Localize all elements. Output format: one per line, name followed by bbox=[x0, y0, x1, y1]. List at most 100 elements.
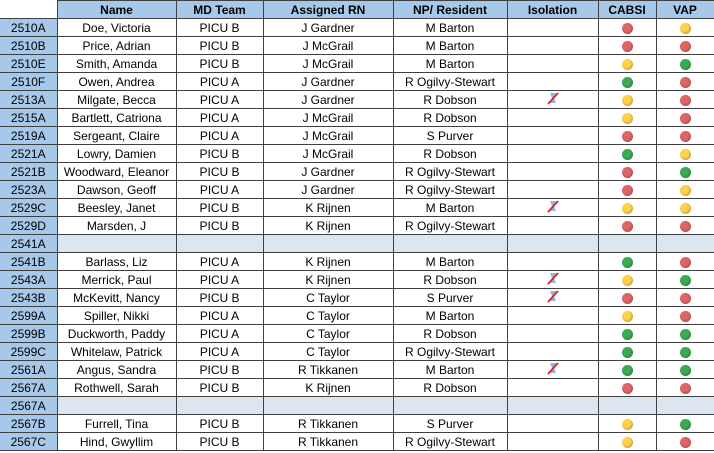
isolation-cell[interactable] bbox=[506, 36, 599, 55]
md-team-cell[interactable]: PICU B bbox=[175, 162, 264, 181]
vap-cell[interactable] bbox=[655, 324, 714, 343]
cabsi-cell[interactable] bbox=[597, 252, 657, 271]
empty-cell[interactable] bbox=[655, 396, 714, 415]
isolation-cell[interactable] bbox=[506, 252, 599, 271]
np-resident-cell[interactable]: M Barton bbox=[392, 18, 508, 37]
name-cell[interactable]: Marsden, J bbox=[56, 216, 177, 235]
cabsi-cell[interactable] bbox=[597, 108, 657, 127]
name-cell[interactable]: Angus, Sandra bbox=[56, 360, 177, 379]
bed-cell[interactable]: 2523A bbox=[0, 180, 58, 199]
vap-cell[interactable] bbox=[655, 378, 714, 397]
bed-cell[interactable]: 2521A bbox=[0, 144, 58, 163]
bed-cell[interactable]: 2513A bbox=[0, 90, 58, 109]
bed-cell[interactable]: 2599B bbox=[0, 324, 58, 343]
cabsi-cell[interactable] bbox=[597, 198, 657, 217]
vap-cell[interactable] bbox=[655, 18, 714, 37]
bed-cell[interactable]: 2567A bbox=[0, 396, 58, 415]
isolation-cell[interactable] bbox=[506, 378, 599, 397]
np-resident-cell[interactable]: R Dobson bbox=[392, 378, 508, 397]
isolation-cell[interactable] bbox=[506, 54, 599, 73]
md-team-cell[interactable]: PICU B bbox=[175, 54, 264, 73]
vap-cell[interactable] bbox=[655, 162, 714, 181]
md-team-cell[interactable]: PICU A bbox=[175, 342, 264, 361]
name-cell[interactable]: McKevitt, Nancy bbox=[56, 288, 177, 307]
bed-cell[interactable]: 2567A bbox=[0, 378, 58, 397]
cabsi-cell[interactable] bbox=[597, 162, 657, 181]
isolation-cell[interactable] bbox=[506, 306, 599, 325]
isolation-cell[interactable] bbox=[506, 342, 599, 361]
name-cell[interactable]: Duckworth, Paddy bbox=[56, 324, 177, 343]
np-resident-cell[interactable]: R Dobson bbox=[392, 270, 508, 289]
name-cell[interactable]: Owen, Andrea bbox=[56, 72, 177, 91]
cabsi-cell[interactable] bbox=[597, 378, 657, 397]
vap-cell[interactable] bbox=[655, 198, 714, 217]
np-resident-cell[interactable]: R Ogilvy-Stewart bbox=[392, 216, 508, 235]
vap-cell[interactable] bbox=[655, 144, 714, 163]
md-team-cell[interactable]: PICU B bbox=[175, 216, 264, 235]
vap-cell[interactable] bbox=[655, 72, 714, 91]
header-np-resident[interactable]: NP/ Resident bbox=[392, 0, 508, 19]
vap-cell[interactable] bbox=[655, 180, 714, 199]
isolation-cell[interactable] bbox=[506, 216, 599, 235]
isolation-cell[interactable] bbox=[506, 324, 599, 343]
assigned-rn-cell[interactable]: C Taylor bbox=[262, 324, 394, 343]
np-resident-cell[interactable]: M Barton bbox=[392, 360, 508, 379]
np-resident-cell[interactable]: R Ogilvy-Stewart bbox=[392, 180, 508, 199]
empty-cell[interactable] bbox=[392, 234, 508, 253]
assigned-rn-cell[interactable]: J Gardner bbox=[262, 180, 394, 199]
cabsi-cell[interactable] bbox=[597, 432, 657, 451]
empty-cell[interactable] bbox=[175, 396, 264, 415]
vap-cell[interactable] bbox=[655, 342, 714, 361]
bed-cell[interactable]: 2529D bbox=[0, 216, 58, 235]
name-cell[interactable]: Spiller, Nikki bbox=[56, 306, 177, 325]
np-resident-cell[interactable]: S Purver bbox=[392, 288, 508, 307]
bed-cell[interactable]: 2599C bbox=[0, 342, 58, 361]
np-resident-cell[interactable]: S Purver bbox=[392, 126, 508, 145]
assigned-rn-cell[interactable]: J McGrail bbox=[262, 108, 394, 127]
vap-cell[interactable] bbox=[655, 108, 714, 127]
assigned-rn-cell[interactable]: J Gardner bbox=[262, 72, 394, 91]
isolation-cell[interactable] bbox=[506, 126, 599, 145]
isolation-cell[interactable] bbox=[506, 18, 599, 37]
isolation-cell[interactable] bbox=[506, 360, 599, 379]
bed-cell[interactable]: 2529C bbox=[0, 198, 58, 217]
np-resident-cell[interactable]: R Ogilvy-Stewart bbox=[392, 432, 508, 451]
np-resident-cell[interactable]: R Ogilvy-Stewart bbox=[392, 162, 508, 181]
assigned-rn-cell[interactable]: C Taylor bbox=[262, 306, 394, 325]
empty-cell[interactable] bbox=[56, 396, 177, 415]
vap-cell[interactable] bbox=[655, 126, 714, 145]
assigned-rn-cell[interactable]: R Tikkanen bbox=[262, 432, 394, 451]
np-resident-cell[interactable]: M Barton bbox=[392, 198, 508, 217]
assigned-rn-cell[interactable]: K Rijnen bbox=[262, 216, 394, 235]
vap-cell[interactable] bbox=[655, 270, 714, 289]
assigned-rn-cell[interactable]: J McGrail bbox=[262, 54, 394, 73]
vap-cell[interactable] bbox=[655, 288, 714, 307]
name-cell[interactable]: Beesley, Janet bbox=[56, 198, 177, 217]
bed-cell[interactable]: 2510A bbox=[0, 18, 58, 37]
assigned-rn-cell[interactable]: K Rijnen bbox=[262, 252, 394, 271]
md-team-cell[interactable]: PICU A bbox=[175, 270, 264, 289]
isolation-cell[interactable] bbox=[506, 162, 599, 181]
assigned-rn-cell[interactable]: J McGrail bbox=[262, 126, 394, 145]
empty-cell[interactable] bbox=[56, 234, 177, 253]
assigned-rn-cell[interactable]: J Gardner bbox=[262, 90, 394, 109]
np-resident-cell[interactable]: R Ogilvy-Stewart bbox=[392, 342, 508, 361]
name-cell[interactable]: Bartlett, Catriona bbox=[56, 108, 177, 127]
md-team-cell[interactable]: PICU A bbox=[175, 180, 264, 199]
cabsi-cell[interactable] bbox=[597, 360, 657, 379]
empty-cell[interactable] bbox=[506, 396, 599, 415]
assigned-rn-cell[interactable]: J McGrail bbox=[262, 36, 394, 55]
vap-cell[interactable] bbox=[655, 252, 714, 271]
np-resident-cell[interactable]: R Dobson bbox=[392, 108, 508, 127]
md-team-cell[interactable]: PICU B bbox=[175, 378, 264, 397]
cabsi-cell[interactable] bbox=[597, 126, 657, 145]
cabsi-cell[interactable] bbox=[597, 324, 657, 343]
np-resident-cell[interactable]: R Dobson bbox=[392, 144, 508, 163]
